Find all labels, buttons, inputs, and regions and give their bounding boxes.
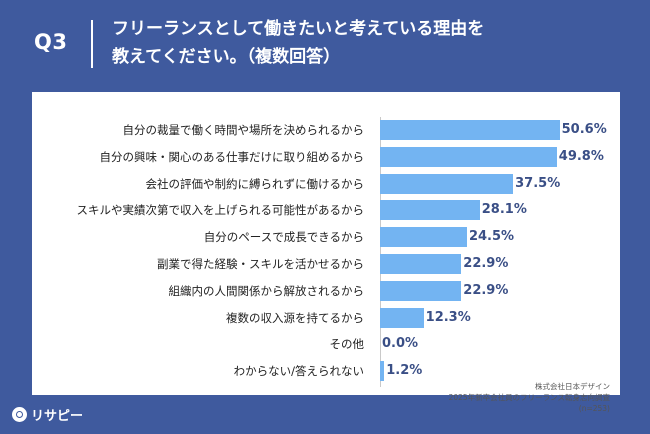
source-sample-size: (n=253) [578, 404, 610, 413]
category-label: 複数の収入源を持てるから [226, 310, 364, 325]
value-label: 49.8% [558, 148, 604, 164]
value-label: 37.5% [515, 175, 561, 191]
question-number: Q3 [34, 30, 68, 54]
bar [380, 227, 467, 248]
value-label: 24.5% [468, 229, 515, 245]
category-label: 自分の興味・関心のある仕事だけに取り組めるから [99, 149, 365, 164]
chart-panel [32, 92, 620, 395]
value-label: 22.9% [463, 282, 509, 298]
category-label: 組織内の人間関係から解放されるから [168, 283, 365, 298]
value-label: 22.9% [463, 256, 509, 271]
source-survey: 2025年新卒会社員のフリーランス転身志向調査 [448, 393, 610, 402]
category-label: スキルや実績次第で収入を上げられる可能性があるから [76, 203, 365, 218]
category-label: その他 [329, 337, 365, 352]
page-title: フリーランスとして働きたいと考えている理由を 教えてください。（複数回答） [112, 15, 632, 71]
chart-axis [380, 117, 381, 387]
value-label: 50.6% [561, 122, 607, 137]
title-line-1: フリーランスとして働きたいと考えている理由を [112, 19, 485, 39]
footer [0, 395, 650, 434]
bar [380, 200, 480, 221]
bar [380, 280, 462, 301]
logo-icon [12, 407, 27, 422]
title-line-2: 教えてください。（複数回答） [112, 47, 341, 67]
category-label: 会社の評価や制約に縛られずに働けるから [145, 176, 365, 191]
bar [380, 146, 557, 167]
category-label: わからない/答えられない [233, 364, 364, 379]
bar [380, 173, 514, 194]
logo-text: リサピー [31, 409, 84, 424]
value-label: 28.1% [481, 202, 527, 218]
bar [380, 254, 462, 274]
header: Q3 フリーランスとして働きたいと考えている理由を 教えてください。（複数回答） [0, 0, 650, 90]
category-label: 自分の裁量で働く時間や場所を決められるから [122, 123, 365, 137]
bar [380, 120, 560, 140]
value-label: 1.2% [386, 363, 423, 379]
category-label: 自分のペースで成長できるから [203, 230, 364, 245]
value-label: 12.3% [425, 309, 471, 325]
source-note: 株式会社日本デザイン 2025年新卒会社員のフリーランス転身志向調査 (n=25… [449, 381, 610, 414]
bar [380, 361, 385, 382]
header-divider [91, 20, 93, 68]
value-label: 0.0% [382, 336, 419, 352]
brand-logo: リサピー [12, 405, 83, 424]
source-company: 株式会社日本デザイン [535, 382, 610, 391]
bar [380, 307, 424, 328]
category-label: 副業で得た経験・スキルを活かせるから [157, 257, 364, 271]
